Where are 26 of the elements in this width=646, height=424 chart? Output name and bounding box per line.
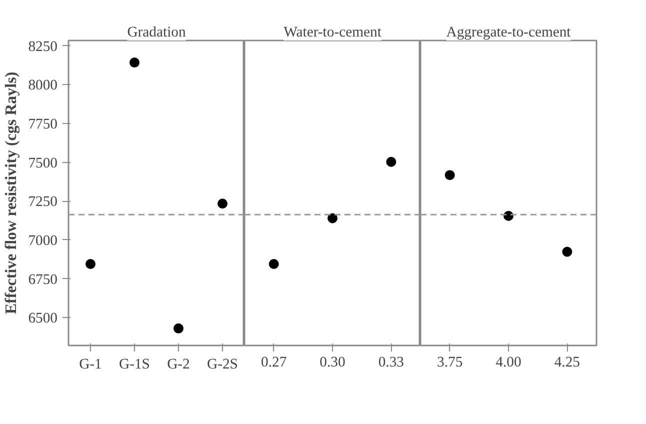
x-tick-label: 0.33: [378, 354, 404, 370]
chart-title: Gradation: [127, 24, 186, 40]
y-tick-label: 7750: [28, 116, 58, 133]
x-tick-label: G-1S: [119, 356, 150, 372]
y-tick-label: 7500: [28, 155, 58, 172]
point: [174, 323, 184, 334]
point: [218, 198, 228, 209]
y-tick-label: 6500: [28, 310, 58, 327]
x-tick-label: 3.75: [437, 354, 463, 370]
x-tick-label: G-2: [167, 356, 190, 372]
y-tick-label: 8000: [28, 78, 58, 94]
x-tick-label: G-2S: [207, 356, 238, 372]
y-tick-label: 7250: [28, 194, 58, 210]
x-tick-label: 0.27: [261, 354, 287, 370]
point: [130, 58, 140, 68]
x-tick-label: G-1: [79, 356, 102, 372]
chart-title: Aggregate-to-cement: [446, 24, 571, 40]
y-tick-label: 6750: [28, 272, 58, 288]
y-axis-title: Effective flow resistivity (cgs Rayls): [3, 72, 20, 314]
point: [86, 259, 96, 270]
chart-title: Water-to-cement: [284, 24, 382, 40]
x-tick-label: 0.30: [320, 354, 346, 370]
y-tick-label: 7000: [28, 232, 58, 249]
y-tick-label: 8250: [28, 38, 58, 55]
x-tick-label: 4.00: [496, 354, 522, 370]
x-tick-label: 4.25: [554, 354, 580, 370]
